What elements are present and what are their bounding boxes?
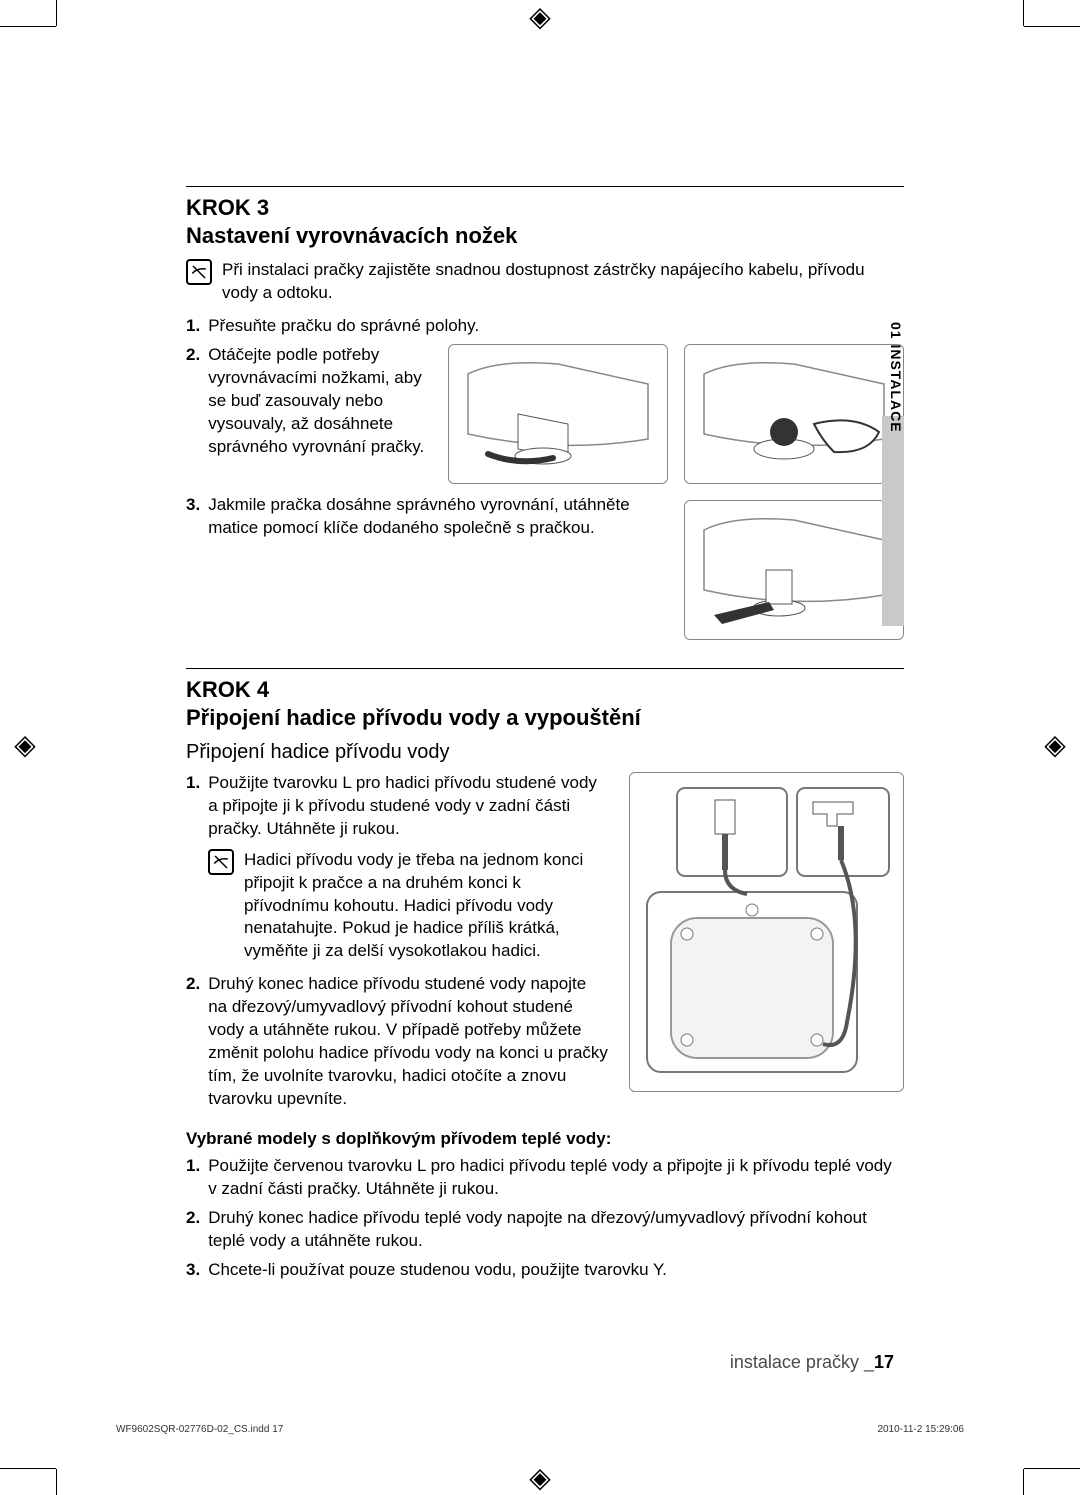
crop-mark xyxy=(1024,26,1080,27)
figure-tighten-nut xyxy=(684,500,904,640)
item-text: Jakmile pračka dosáhne správného vyrovná… xyxy=(208,494,664,540)
item-number: 2. xyxy=(186,973,200,1111)
section-tab: 01 INSTALACE xyxy=(882,316,904,626)
imprint-timestamp: 2010-11-2 15:29:06 xyxy=(877,1424,964,1435)
imprint-row: WF9602SQR-02776D-02_CS.indd 17 2010-11-2… xyxy=(116,1424,964,1435)
rule xyxy=(186,668,904,669)
running-footer: instalace pračky _17 xyxy=(730,1352,894,1373)
item-number: 3. xyxy=(186,494,200,540)
item-text: Otáčejte podle potřeby vyrovnávacími nož… xyxy=(208,344,428,459)
footer-label: instalace pračky _ xyxy=(730,1352,874,1372)
step4-heading: Připojení hadice přívodu vody xyxy=(186,741,904,764)
step4-title: KROK 4 xyxy=(186,677,904,703)
registration-mark-icon: ◈ xyxy=(1040,730,1070,760)
bold-subheading: Vybrané modely s doplňkovým přívodem tep… xyxy=(186,1129,904,1149)
figure-leveling-foot-a xyxy=(448,344,668,484)
crop-mark xyxy=(0,26,56,27)
list-item: 2. Otáčejte podle potřeby vyrovnávacími … xyxy=(186,344,428,459)
crop-mark xyxy=(0,1468,56,1469)
step3-subtitle: Nastavení vyrovnávacích nožek xyxy=(186,223,904,249)
note-block: Při instalaci pračky zajistěte snadnou d… xyxy=(186,259,904,305)
item-number: 2. xyxy=(186,1207,200,1253)
figure-leveling-foot-b xyxy=(684,344,904,484)
item-text: Použijte červenou tvarovku L pro hadici … xyxy=(208,1155,904,1201)
item-number: 1. xyxy=(186,1155,200,1201)
item-text: Použijte tvarovku L pro hadici přívodu s… xyxy=(208,772,609,841)
item-text: Chcete-li používat pouze studenou vodu, … xyxy=(208,1259,904,1282)
crop-mark xyxy=(1023,1469,1024,1495)
note-icon xyxy=(186,259,212,285)
crop-mark xyxy=(1024,1468,1080,1469)
item-number: 2. xyxy=(186,344,200,459)
step3-list: 1. Přesuňte pračku do správné polohy. xyxy=(186,315,904,338)
tab-label: 01 INSTALACE xyxy=(882,316,904,433)
crop-mark xyxy=(1023,0,1024,26)
note-text: Při instalaci pračky zajistěte snadnou d… xyxy=(222,259,904,305)
item-text: Přesuňte pračku do správné polohy. xyxy=(208,315,904,338)
step3-title: KROK 3 xyxy=(186,195,904,221)
note-block: Hadici přívodu vody je třeba na jednom k… xyxy=(208,849,609,964)
step4-subtitle: Připojení hadice přívodu vody a vypouště… xyxy=(186,705,904,731)
page-body: 01 INSTALACE KROK 3 Nastavení vyrovnávac… xyxy=(56,26,1024,1469)
page-number: 17 xyxy=(874,1352,894,1372)
list-item: 1. Přesuňte pračku do správné polohy. xyxy=(186,315,904,338)
item-text: Druhý konec hadice přívodu studené vody … xyxy=(208,973,609,1111)
step4-extra-list: 1. Použijte červenou tvarovku L pro hadi… xyxy=(186,1155,904,1282)
figure-water-hose-connection xyxy=(629,772,904,1092)
crop-mark xyxy=(56,0,57,26)
list-item: 2. Druhý konec hadice přívodu studené vo… xyxy=(186,973,609,1111)
imprint-file: WF9602SQR-02776D-02_CS.indd 17 xyxy=(116,1424,283,1435)
tab-shade xyxy=(882,416,904,626)
note-icon xyxy=(208,849,234,875)
item-text: Druhý konec hadice přívodu teplé vody na… xyxy=(208,1207,904,1253)
list-item: 2. Druhý konec hadice přívodu teplé vody… xyxy=(186,1207,904,1253)
note-text: Hadici přívodu vody je třeba na jednom k… xyxy=(244,849,609,964)
item-number: 1. xyxy=(186,772,200,841)
crop-mark xyxy=(56,1469,57,1495)
registration-mark-icon: ◈ xyxy=(10,730,40,760)
list-item: 3. Chcete-li používat pouze studenou vod… xyxy=(186,1259,904,1282)
list-item: 1. Použijte červenou tvarovku L pro hadi… xyxy=(186,1155,904,1201)
list-item: 3. Jakmile pračka dosáhne správného vyro… xyxy=(186,494,664,540)
item-number: 1. xyxy=(186,315,200,338)
rule xyxy=(186,186,904,187)
list-item: 1. Použijte tvarovku L pro hadici přívod… xyxy=(186,772,609,841)
item-number: 3. xyxy=(186,1259,200,1282)
